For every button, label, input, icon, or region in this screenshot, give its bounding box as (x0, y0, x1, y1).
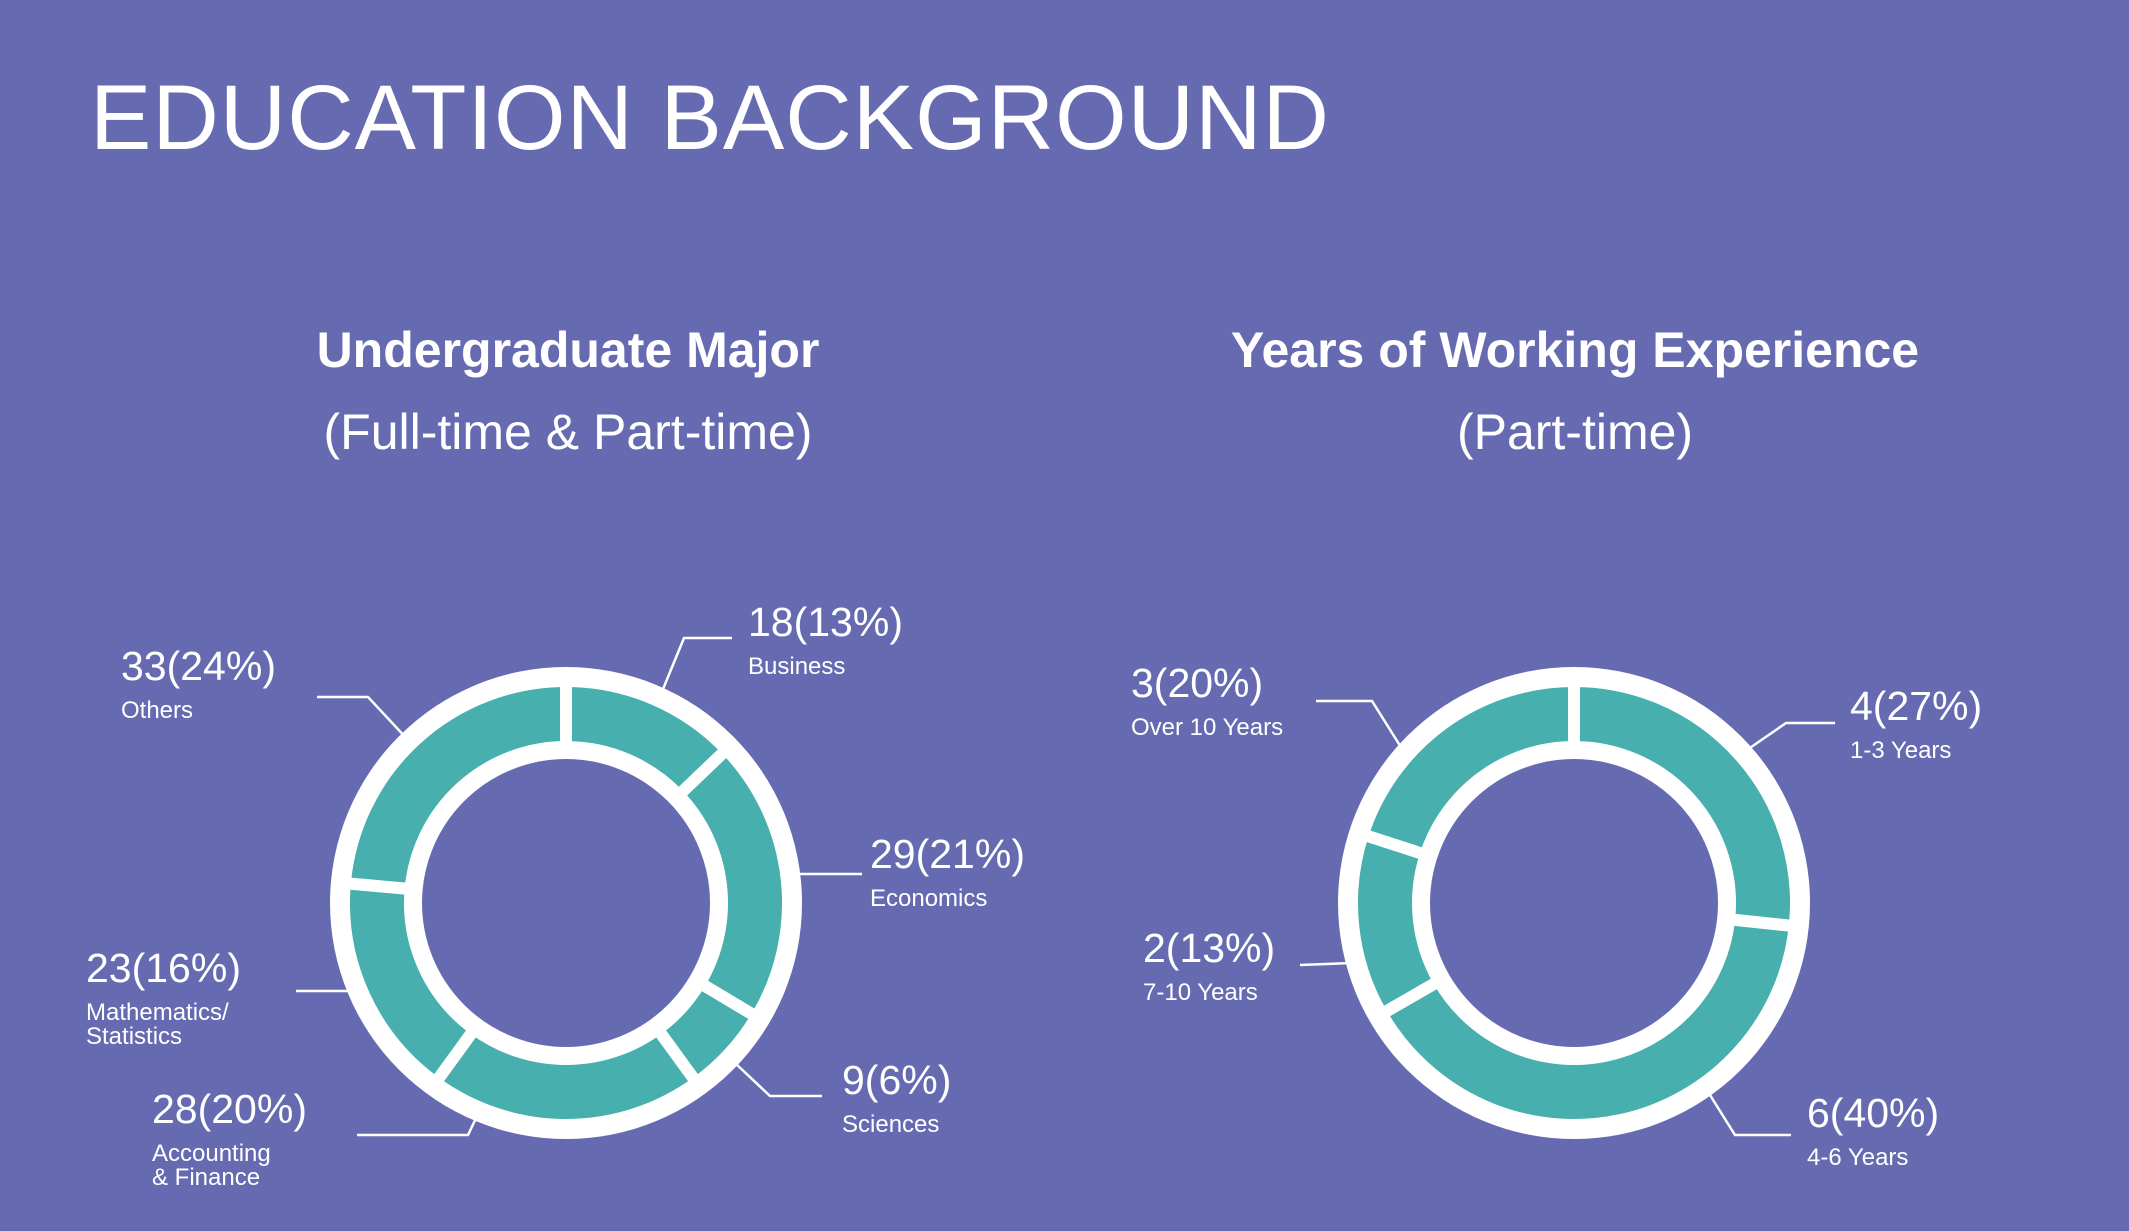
data-label-value-mathematics-statistics: 23(16%) (86, 945, 241, 991)
leader-line-accounting-finance (357, 1113, 480, 1137)
donut-hole (1418, 747, 1730, 1059)
data-label-value-others: 33(24%) (121, 643, 276, 689)
donut-chart-years-of-working-experience: 4(27%) 1-3 Years 6(40%) 4-6 Years 2(13%) 7-10… (1131, 660, 1982, 1171)
data-label-category-accounting-finance: Accounting (152, 1140, 271, 1167)
chart-subtitle: (Part-time) (1456, 404, 1694, 460)
data-label-value-over-10-years: 3(20%) (1131, 660, 1263, 706)
data-label-category-economics: Economics (870, 885, 987, 912)
leader-line-business (659, 636, 732, 695)
data-label-value-7-10-years: 2(13%) (1143, 925, 1275, 971)
data-label-category-7-10-years: 7-10 Years (1143, 979, 1258, 1006)
data-label-value-economics: 29(21%) (870, 831, 1025, 877)
chart-title: Years of Working Experience (1230, 322, 1920, 378)
data-label-value-1-3-years: 4(27%) (1850, 683, 1982, 729)
leader-line-others (317, 695, 409, 741)
data-label-value-4-6-years: 6(40%) (1807, 1090, 1939, 1136)
chart-title: Undergraduate Major (316, 322, 820, 378)
leader-line-sciences (734, 1062, 822, 1098)
donut-chart-undergraduate-major: 18(13%) Business 29(21%) Economics 9(6%) Scie… (86, 599, 1025, 1191)
data-label-category-mathematics-statistics: Statistics (86, 1023, 182, 1050)
data-label-category-business: Business (748, 653, 845, 680)
data-label-category-accounting-finance: & Finance (152, 1164, 260, 1191)
data-label-category-sciences: Sciences (842, 1111, 939, 1138)
data-label-category-1-3-years: 1-3 Years (1850, 737, 1951, 764)
chart-subtitle: (Full-time & Part-time) (323, 404, 813, 460)
data-label-category-mathematics-statistics: Mathematics/ (86, 999, 229, 1026)
data-label-value-business: 18(13%) (748, 599, 903, 645)
leader-line-7-10-years (1299, 961, 1353, 967)
data-label-category-others: Others (121, 697, 193, 724)
page-title: EDUCATION BACKGROUND (90, 67, 1330, 169)
data-label-category-over-10-years: Over 10 Years (1131, 714, 1283, 741)
leader-line-over-10-years (1316, 699, 1406, 753)
chart-heading-undergraduate-major: Undergraduate Major (Full-time & Part-ti… (118, 320, 1018, 462)
leader-line-1-3-years (1743, 721, 1835, 754)
leader-line-4-6-years (1708, 1094, 1791, 1137)
chart-heading-working-experience: Years of Working Experience (Part-time) (1125, 320, 2025, 462)
data-label-value-accounting-finance: 28(20%) (152, 1086, 307, 1132)
data-label-category-4-6-years: 4-6 Years (1807, 1144, 1908, 1171)
donut-hole (410, 747, 722, 1059)
data-label-value-sciences: 9(6%) (842, 1057, 951, 1103)
